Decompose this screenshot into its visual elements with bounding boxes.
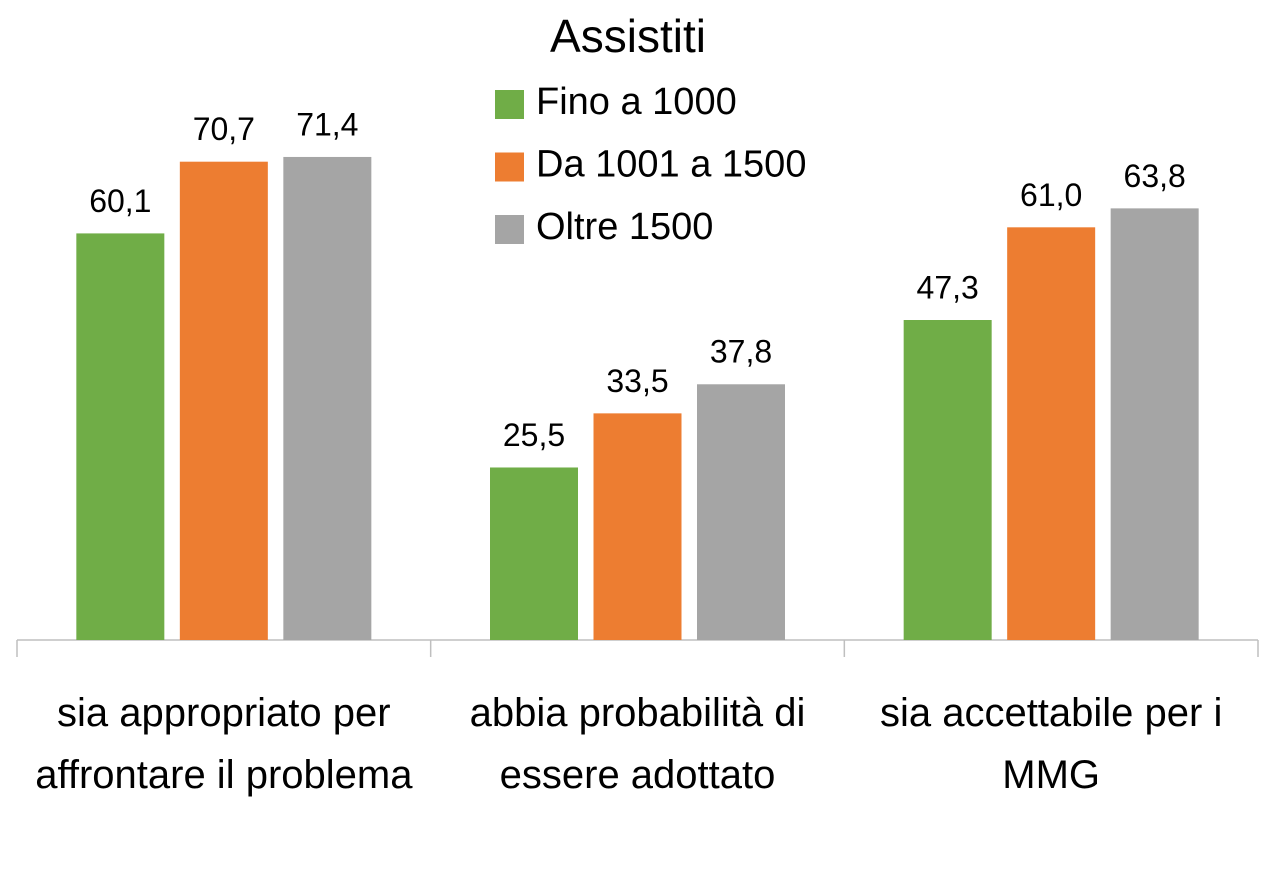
x-tick-label: abbia probabilità di essere adottato — [469, 691, 806, 797]
bar — [490, 467, 578, 640]
legend-swatch — [495, 215, 524, 244]
data-label: 37,8 — [710, 334, 772, 370]
data-label: 25,5 — [503, 417, 565, 453]
bar — [903, 320, 992, 640]
legend-title: Assistiti — [550, 10, 706, 62]
x-tick-label: sia appropriato per affrontare il proble… — [35, 691, 413, 797]
legend-label: Da 1001 a 1500 — [536, 144, 806, 186]
bar — [697, 384, 785, 640]
legend-swatch — [495, 90, 524, 119]
legend-label: Fino a 1000 — [536, 81, 737, 123]
x-tick-label: sia accettabile per i MMG — [879, 691, 1223, 797]
data-label: 71,4 — [296, 106, 358, 142]
data-label: 70,7 — [193, 111, 255, 147]
legend-label: Oltre 1500 — [536, 206, 713, 248]
data-label: 47,3 — [917, 269, 979, 305]
bar — [1007, 227, 1096, 641]
data-label: 60,1 — [89, 183, 151, 219]
data-label: 61,0 — [1020, 177, 1082, 213]
bar — [76, 233, 165, 640]
legend-swatch — [495, 152, 524, 182]
bar — [179, 161, 268, 640]
bar — [1110, 208, 1199, 641]
data-label: 63,8 — [1124, 158, 1186, 194]
bar — [593, 413, 682, 640]
data-label: 33,5 — [606, 363, 668, 399]
bar — [283, 156, 372, 640]
